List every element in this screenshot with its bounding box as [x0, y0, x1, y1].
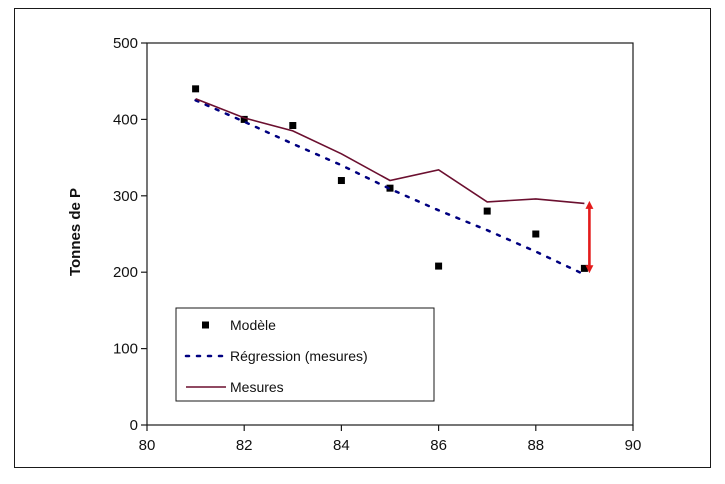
modele-point: [192, 85, 200, 93]
legend: Modèle Régression (mesures) Mesures: [175, 307, 435, 402]
plot-area: [146, 42, 634, 426]
modele-point: [435, 262, 443, 270]
modele-point: [580, 264, 588, 272]
x-tick-label: 86: [430, 437, 447, 454]
legend-marker-modele: [202, 321, 209, 329]
x-tick-label: 82: [236, 437, 253, 454]
modele-point: [386, 184, 394, 192]
y-tick-label: 500: [113, 35, 138, 52]
modele-point: [240, 115, 248, 123]
y-tick-label: 400: [113, 111, 138, 128]
x-tick-label: 84: [333, 437, 350, 454]
modele-point: [532, 230, 540, 238]
modele-point: [289, 122, 297, 130]
legend-label: Mesures: [230, 379, 284, 395]
regression-line: [194, 99, 586, 276]
y-axis-label: Tonnes de P: [67, 188, 84, 276]
mesures-line: [195, 98, 585, 205]
y-tick-label: 300: [113, 188, 138, 205]
legend-label: Modèle: [230, 317, 276, 333]
legend-box: [175, 307, 435, 402]
y-tick-label: 0: [130, 417, 138, 434]
y-tick-label: 200: [113, 264, 138, 281]
y-tick-label: 100: [113, 341, 138, 358]
x-tick-label: 88: [527, 437, 544, 454]
legend-label: Régression (mesures): [230, 348, 368, 364]
modele-point: [483, 207, 491, 215]
x-tick-label: 90: [625, 437, 642, 454]
x-tick-label: 80: [139, 437, 156, 454]
modele-point: [337, 177, 345, 185]
